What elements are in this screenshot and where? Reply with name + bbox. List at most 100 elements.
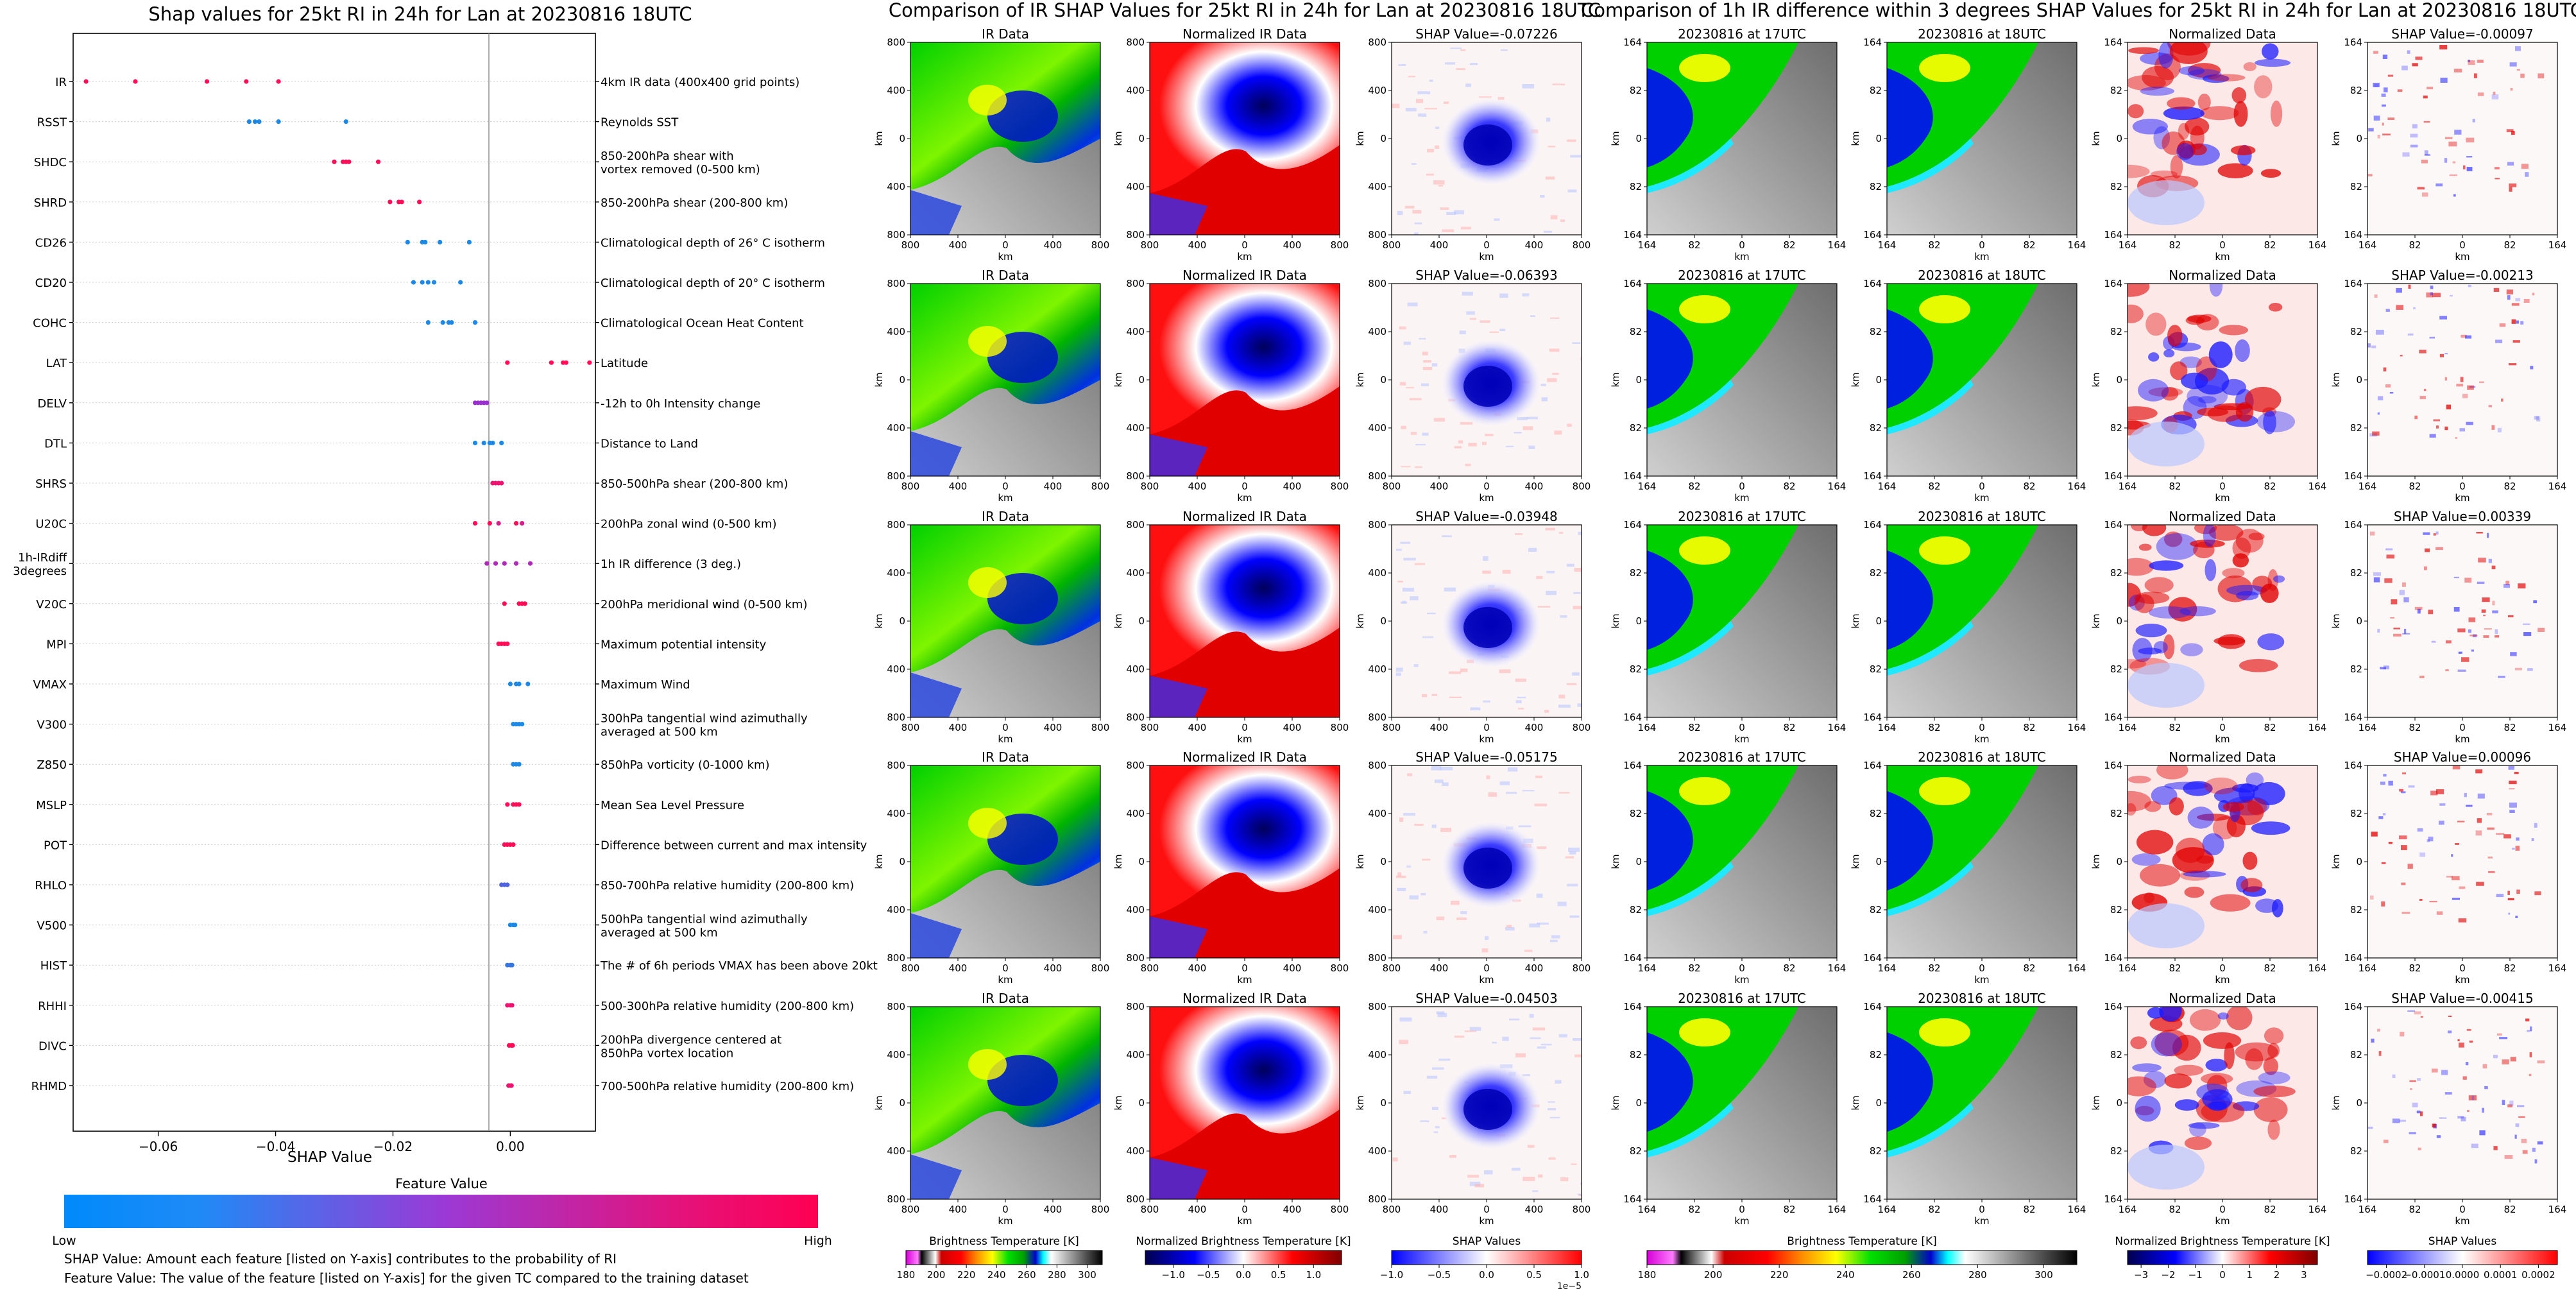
feature-code-label: SHDC [34, 156, 67, 169]
y-tick-label: 0 [1875, 1097, 1882, 1109]
feature-row: DIVC 200hPa divergence centered at850hPa … [38, 1033, 781, 1060]
y-tick-label: 82 [1630, 808, 1642, 819]
x-tick-label: 0 [1483, 1204, 1490, 1215]
summary-title: Shap values for 25kt RI in 24h for Lan a… [148, 3, 692, 25]
colorbar-label: Normalized Brightness Temperature [K] [2115, 1235, 2330, 1248]
x-tick-label: 164 [1638, 722, 1657, 733]
feature-description-label: Mean Sea Level Pressure [601, 799, 744, 812]
x-tick-label: −0.06 [139, 1139, 178, 1154]
x-tick-label: 164 [1638, 239, 1657, 251]
colorbar-tick-label: 240 [1836, 1269, 1855, 1281]
panel-title: 20230816 at 18UTC [1918, 268, 2046, 283]
shap-point [505, 360, 510, 365]
x-axis-unit: km [2215, 251, 2230, 262]
x-tick-label: 800 [901, 722, 920, 733]
y-tick-label: 0 [1875, 856, 1882, 867]
feature-code-label: U20C [35, 518, 67, 531]
shap-point [505, 641, 510, 647]
x-tick-label: 400 [1430, 239, 1449, 251]
x-tick-label: 400 [1283, 481, 1302, 492]
y-axis-unit: km [1354, 131, 1366, 146]
panel-image [1392, 765, 1582, 958]
y-tick-label: 400 [1126, 422, 1145, 434]
y-tick-label: 164 [2104, 952, 2122, 964]
colorbar-tick-label: 280 [1048, 1269, 1066, 1281]
y-tick-label: 164 [2104, 1001, 2122, 1012]
y-tick-label: 164 [1863, 519, 1882, 531]
feature-description-label: 850-700hPa relative humidity (200-800 km… [601, 879, 854, 892]
panel-title: 20230816 at 17UTC [1678, 509, 1806, 524]
feature-code-label: MPI [46, 638, 67, 651]
x-tick-label: 0 [1483, 239, 1490, 251]
y-tick-label: 800 [1368, 1193, 1386, 1205]
shap-point [513, 521, 519, 526]
feature-code-label: 3degrees [13, 565, 67, 578]
x-axis-unit: km [1734, 492, 1749, 504]
x-tick-label: 800 [1091, 1204, 1110, 1215]
shap-point [525, 681, 531, 687]
y-tick-label: 164 [1623, 952, 1642, 964]
panel-image [2128, 1007, 2317, 1199]
y-tick-label: 82 [2110, 1049, 2122, 1061]
y-tick-label: 0 [899, 1097, 905, 1109]
feature-description-label: Distance to Land [601, 437, 698, 450]
y-tick-label: 0 [1875, 374, 1882, 386]
y-tick-label: 82 [1630, 1145, 1642, 1157]
y-axis-unit: km [873, 613, 885, 628]
note-shap-value: SHAP Value: Amount each feature [listed … [64, 1251, 617, 1267]
x-tick-label: 82 [2023, 722, 2035, 733]
shap-point [520, 722, 525, 727]
x-tick-label: 164 [2068, 1204, 2086, 1215]
colorbar-tick-label: −0.0001 [2403, 1269, 2445, 1281]
y-tick-label: 82 [2350, 904, 2362, 916]
panel-image [2367, 1007, 2557, 1199]
colorbar-tick-label: 240 [987, 1269, 1006, 1281]
colorbar: Normalized Brightness Temperature [K] −3 −… [2115, 1235, 2330, 1281]
y-tick-label: 82 [1630, 181, 1642, 192]
shap-point [493, 561, 499, 566]
shap-point [499, 440, 504, 446]
y-tick-label: 164 [2344, 37, 2362, 48]
y-tick-label: 82 [2350, 326, 2362, 337]
y-tick-label: 164 [2344, 760, 2362, 771]
shap-point [276, 79, 281, 84]
shap-point [449, 320, 454, 325]
shap-point [420, 280, 425, 285]
x-tick-label: 164 [1878, 239, 1897, 251]
x-tick-label: 0 [1739, 962, 1745, 974]
y-axis-unit: km [2330, 1095, 2342, 1110]
x-tick-label: 82 [1928, 722, 1940, 733]
y-tick-label: 82 [2110, 567, 2122, 579]
colorbar-tick-label: 2 [2274, 1269, 2280, 1281]
y-tick-label: 0 [2116, 856, 2122, 867]
diff-figure-title: Comparison of 1h IR difference within 3 … [1581, 0, 2576, 21]
panel-image [1647, 1007, 1837, 1199]
x-axis-unit: km [1974, 492, 1989, 504]
panel-image [2128, 765, 2317, 958]
x-tick-label: 164 [2068, 481, 2086, 492]
x-tick-label: 164 [2119, 239, 2137, 251]
colorbar-tick-label: 300 [1078, 1269, 1096, 1281]
x-tick-label: 0 [1002, 239, 1009, 251]
panel-title: 20230816 at 18UTC [1918, 749, 2046, 765]
y-tick-label: 164 [2104, 1193, 2122, 1205]
x-tick-label: 164 [2308, 481, 2327, 492]
panel-title: SHAP Value=-0.06393 [1415, 268, 1557, 283]
y-tick-label: 164 [1863, 760, 1882, 771]
x-tick-label: 82 [1928, 962, 1940, 974]
x-tick-label: 0 [1241, 481, 1248, 492]
y-tick-label: 800 [887, 760, 905, 771]
x-tick-label: 164 [1638, 962, 1657, 974]
x-tick-label: 0 [1979, 239, 1985, 251]
x-tick-label: 800 [1091, 481, 1110, 492]
